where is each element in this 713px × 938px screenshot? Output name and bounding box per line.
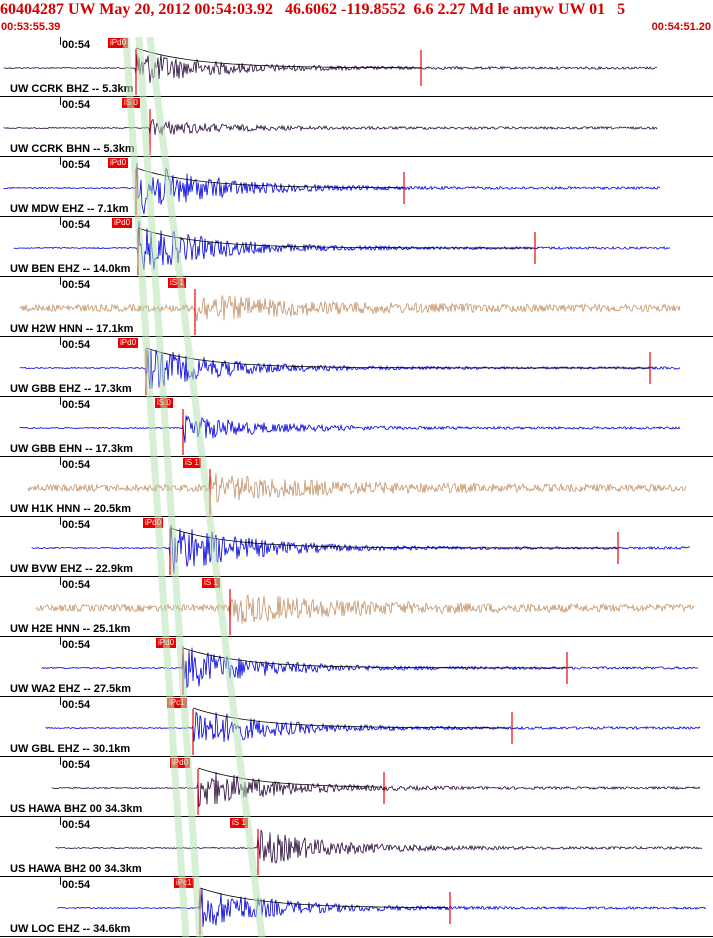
waveform-path bbox=[19, 295, 681, 322]
time-tick-label: 00:54 bbox=[62, 219, 91, 231]
time-tick-mark bbox=[60, 817, 61, 825]
start-time: 00:53:55.39 bbox=[1, 21, 61, 33]
waveform-path bbox=[13, 221, 671, 270]
time-tick-mark bbox=[60, 97, 61, 105]
phase-pick-tag[interactable]: iPd0 bbox=[108, 158, 129, 168]
channel-label: UW GBB EHN -- 17.3km bbox=[10, 443, 133, 455]
trace-panel[interactable]: 00:54 iPd0 UW CCRK BHZ -- 5.3km bbox=[0, 37, 713, 97]
time-tick-mark bbox=[60, 577, 61, 585]
header: 60404287 UW May 20, 2012 00:54:03.92 46.… bbox=[0, 0, 713, 37]
time-tick-mark bbox=[60, 637, 61, 645]
channel-label: UW H2W HNN -- 17.1km bbox=[10, 323, 134, 335]
channel-label: UW LOC EHZ -- 34.6km bbox=[10, 923, 131, 935]
coda-curve bbox=[169, 527, 618, 549]
waveform-path bbox=[27, 473, 687, 503]
time-tick-mark bbox=[60, 157, 61, 165]
event-title: 60404287 UW May 20, 2012 00:54:03.92 46.… bbox=[0, 1, 626, 18]
waveform-path bbox=[35, 594, 695, 624]
coda-curve bbox=[137, 227, 534, 249]
channel-label: UW BVW EHZ -- 22.9km bbox=[10, 563, 133, 575]
seismogram-traces[interactable]: 00:54 iPd0 UW CCRK BHZ -- 5.3km 00:54 iS 0 UW… bbox=[0, 37, 713, 938]
coda-curve bbox=[135, 47, 420, 69]
channel-label: UW CCRK BHZ -- 5.3km bbox=[10, 83, 134, 95]
time-tick-mark bbox=[60, 397, 61, 405]
channel-label: UW GBB EHZ -- 17.3km bbox=[10, 383, 132, 395]
phase-pick-tag[interactable]: iS 1 bbox=[183, 458, 201, 468]
time-tick-mark bbox=[60, 877, 61, 885]
trace-panel[interactable]: 00:54 iPd0 UW MDW EHZ -- 7.1km bbox=[0, 157, 713, 217]
phase-pick-tag[interactable]: iPd0 bbox=[118, 338, 139, 348]
time-tick-mark bbox=[60, 37, 61, 45]
trace-panel[interactable]: 00:54 iPd0 UW WA2 EHZ -- 27.5km bbox=[0, 637, 713, 697]
phase-pick-tag[interactable]: iPc1 bbox=[167, 698, 187, 708]
phase-pick-tag[interactable]: iPd0 bbox=[170, 758, 191, 768]
channel-label: UW WA2 EHZ -- 27.5km bbox=[10, 683, 132, 695]
time-tick-label: 00:54 bbox=[62, 639, 91, 651]
trace-panel[interactable]: 00:54 iPc1 UW LOC EHZ -- 34.6km bbox=[0, 877, 713, 937]
waveform-path bbox=[55, 828, 703, 864]
channel-label: UW BEN EHZ -- 14.0km bbox=[10, 263, 131, 275]
time-tick-label: 00:54 bbox=[62, 579, 91, 591]
trace-panel[interactable]: 00:54 iS 0 UW CCRK BHN -- 5.3km bbox=[0, 97, 713, 157]
trace-panel[interactable]: 00:54 iPd0 US HAWA BHZ 00 34.3km bbox=[0, 757, 713, 817]
waveform-path bbox=[41, 646, 699, 689]
phase-pick-tag[interactable]: iPd0 bbox=[156, 638, 177, 648]
phase-pick-tag[interactable]: iS 1 bbox=[202, 578, 220, 588]
channel-label: US HAWA BH2 00 34.3km bbox=[10, 863, 142, 875]
end-time: 00:54:51.20 bbox=[651, 21, 711, 33]
waveform-path bbox=[19, 415, 681, 443]
phase-pick-tag[interactable]: iS 1 bbox=[168, 278, 186, 288]
channel-label: UW CCRK BHN -- 5.3km bbox=[10, 143, 135, 155]
trace-panel[interactable]: 00:54 iS 1 UW H2W HNN -- 17.1km bbox=[0, 277, 713, 337]
time-tick-label: 00:54 bbox=[62, 399, 91, 411]
coda-curve bbox=[192, 707, 509, 729]
time-tick-label: 00:54 bbox=[62, 879, 91, 891]
channel-label: UW GBL EHZ -- 30.1km bbox=[10, 743, 131, 755]
waveform-path bbox=[3, 163, 661, 214]
time-tick-label: 00:54 bbox=[62, 519, 91, 531]
phase-pick-tag[interactable]: iPd0 bbox=[143, 518, 164, 528]
trace-panel[interactable]: 00:54 iPd0 UW BVW EHZ -- 22.9km bbox=[0, 517, 713, 577]
time-tick-mark bbox=[60, 697, 61, 705]
trace-panel[interactable]: 00:54 iPc1 UW GBL EHZ -- 30.1km bbox=[0, 697, 713, 757]
channel-label: UW MDW EHZ -- 7.1km bbox=[10, 203, 129, 215]
phase-pick-tag[interactable]: iPd0 bbox=[108, 38, 129, 48]
time-tick-mark bbox=[60, 217, 61, 225]
waveform-path bbox=[51, 772, 701, 808]
time-tick-mark bbox=[60, 457, 61, 465]
time-tick-label: 00:54 bbox=[62, 279, 91, 291]
time-tick-label: 00:54 bbox=[62, 39, 91, 51]
time-tick-label: 00:54 bbox=[62, 699, 91, 711]
time-tick-label: 00:54 bbox=[62, 159, 91, 171]
channel-label: UW H2E HNN -- 25.1km bbox=[10, 623, 131, 635]
time-tick-mark bbox=[60, 277, 61, 285]
waveform-path bbox=[3, 118, 658, 136]
time-tick-mark bbox=[60, 337, 61, 345]
time-tick-mark bbox=[60, 757, 61, 765]
time-tick-label: 00:54 bbox=[62, 819, 91, 831]
coda-curve bbox=[197, 767, 383, 788]
trace-panel[interactable]: 00:54 iS 0 UW GBB EHN -- 17.3km bbox=[0, 397, 713, 457]
trace-panel[interactable]: 00:54 iPd0 UW GBB EHZ -- 17.3km bbox=[0, 337, 713, 397]
channel-label: US HAWA BHZ 00 34.3km bbox=[10, 803, 143, 815]
phase-pick-tag[interactable]: iS 0 bbox=[155, 398, 173, 408]
phase-pick-tag[interactable]: iS 0 bbox=[122, 98, 140, 108]
time-tick-label: 00:54 bbox=[62, 99, 91, 111]
phase-pick-tag[interactable]: iPd0 bbox=[112, 218, 133, 228]
time-tick-label: 00:54 bbox=[62, 459, 91, 471]
trace-panel[interactable]: 00:54 iS 1 UW H1K HNN -- 20.5km bbox=[0, 457, 713, 517]
time-tick-mark bbox=[60, 517, 61, 525]
time-tick-label: 00:54 bbox=[62, 339, 91, 351]
trace-panel[interactable]: 00:54 iS 1 UW H2E HNN -- 25.1km bbox=[0, 577, 713, 637]
trace-panel[interactable]: 00:54 iPd0 UW BEN EHZ -- 14.0km bbox=[0, 217, 713, 277]
channel-label: UW H1K HNN -- 20.5km bbox=[10, 503, 132, 515]
waveform-path bbox=[3, 53, 658, 84]
phase-pick-tag[interactable]: iPc1 bbox=[174, 878, 194, 888]
phase-pick-tag[interactable]: iS 1 bbox=[230, 818, 248, 828]
trace-panel[interactable]: 00:54 iS 1 US HAWA BH2 00 34.3km bbox=[0, 817, 713, 877]
time-tick-label: 00:54 bbox=[62, 759, 91, 771]
